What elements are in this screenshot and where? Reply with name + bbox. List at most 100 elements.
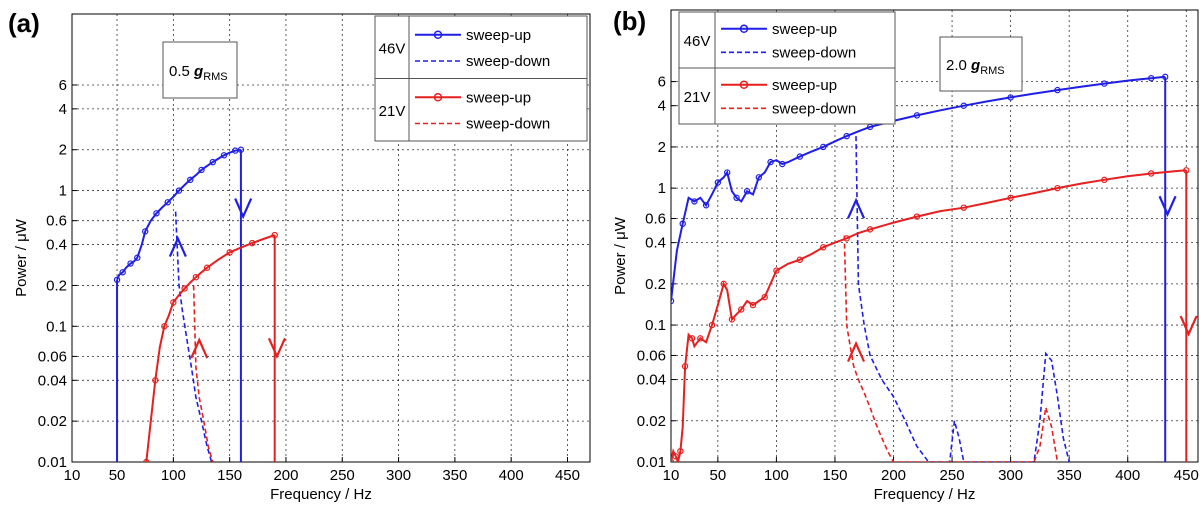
data-point [677,447,684,455]
data-point [161,323,168,330]
x-axis-label: Frequency / Hz [874,486,976,503]
data-point [152,377,159,384]
data-point [119,269,126,276]
data-point [141,228,149,235]
arrow-up-icon [847,340,866,362]
y-axis-label: Power / μW [612,216,629,295]
plot-frame [71,13,591,463]
y-tick-label: 6 [59,77,67,94]
x-tick-label: 250 [940,467,965,484]
data-point [248,239,256,247]
y-tick-label: 6 [658,74,666,91]
data-point [773,267,780,274]
plot-area [113,146,278,462]
y-tick-label: 0.01 [637,454,666,471]
x-tick-label: 300 [386,467,411,484]
series-21v-sweep-down [192,285,214,462]
panel-label: (a) [8,8,40,38]
arrow-down-icon [1158,195,1177,217]
y-tick-label: 0.1 [46,318,67,335]
legend-marker [433,93,443,102]
legend-voltage: 21V [684,89,711,106]
legend-label: sweep-up [772,77,837,94]
y-tick-label: 0.04 [637,372,666,389]
data-point [796,256,804,263]
legend-label: sweep-down [466,53,550,70]
y-tick-label: 0.6 [46,213,67,230]
arrow-up-icon [847,197,866,219]
legend-label: sweep-down [466,116,550,133]
data-point [271,231,278,239]
data-point [679,220,686,227]
data-point [866,226,874,233]
data-point [1147,170,1155,177]
series-46v-sweep-down [855,136,1070,462]
data-point [697,335,704,342]
legend-label: sweep-up [772,21,837,38]
chart-panel-a: (a) 10 50 100 150 200 250 300 350 400 450 0.01 0.02… [0,0,600,509]
series-21v-sweep-down [843,235,1059,462]
acceleration-annotation: 2.0 gRMS [939,36,1023,92]
data-point [181,285,188,292]
chart-a-canvas: 10 50 100 150 200 250 300 350 400 450 0.01 0.02 0.04… [13,13,591,503]
data-point [714,179,722,186]
data-point [688,335,696,342]
data-point [134,254,141,261]
data-point [113,276,121,284]
annotation-box [939,36,1023,92]
y-tick-label: 0.02 [38,413,67,430]
data-point [1054,86,1061,94]
data-point [843,132,850,140]
x-tick-label: 300 [998,467,1023,484]
panel-label: (b) [613,6,647,36]
data-point [175,187,183,194]
legend-marker [739,24,749,34]
x-tick-label: 200 [273,467,298,484]
y-tick-label: 1 [59,183,67,200]
data-point [164,199,171,206]
x-tick-label: 450 [1174,467,1199,484]
data-point [733,194,740,202]
y-tick-label: 0.02 [637,413,666,430]
data-point [743,187,751,195]
data-point [755,174,763,181]
legend: 46V sweep-up sweep-down 21V sweep-up sweep-do… [678,11,896,125]
x-tick-label: 50 [109,467,126,484]
legend-marker [433,30,443,39]
data-point [226,249,233,256]
annotation-box [162,41,238,99]
data-point [708,321,716,329]
data-point [820,244,827,251]
annotation-text: 2.0 gRMS [946,57,1005,77]
series-line [671,169,1187,462]
data-point [1162,73,1169,81]
data-point [913,112,921,119]
x-tick-label: 400 [499,467,524,484]
y-tick-label: 0.2 [645,276,666,293]
x-axis-label: Frequency / Hz [270,486,372,503]
data-point [203,264,211,271]
data-point [724,169,731,176]
x-tick-label: 50 [710,467,727,484]
legend-label: sweep-up [466,89,531,106]
arrow-up-icon [190,337,209,359]
annotation-text: 0.5 gRMS [169,63,228,83]
data-point [761,293,768,301]
y-tick-label: 4 [658,98,666,115]
arrow-down-icon [234,198,253,220]
series-line [174,211,213,462]
data-point [153,210,160,217]
data-point [728,316,736,323]
y-tick-label: 1 [658,180,666,197]
data-point [820,143,827,151]
data-point [738,306,745,313]
arrow-down-icon [267,337,286,360]
y-tick-label: 2 [658,139,666,156]
data-point [187,176,194,184]
y-tick-label: 0.4 [645,235,666,252]
legend-label: sweep-up [466,27,531,44]
legend-label: sweep-down [772,44,856,61]
data-point [1054,184,1061,192]
data-point [749,301,757,309]
series-46v-sweep-up [671,73,1169,305]
